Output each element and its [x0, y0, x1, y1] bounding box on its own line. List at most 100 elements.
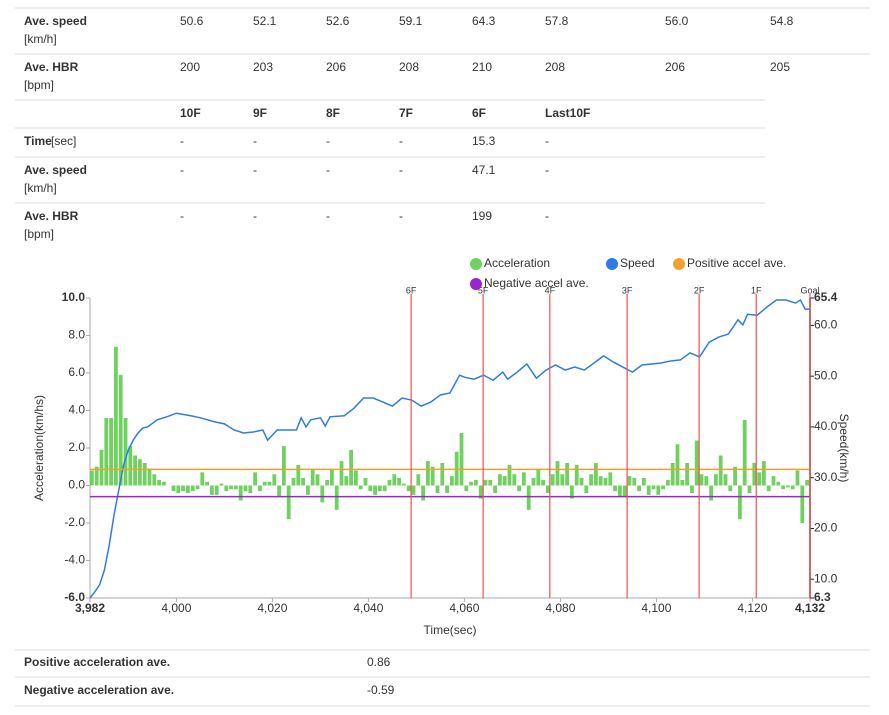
x-tick-label: 4,040 — [353, 601, 383, 615]
y2-tick-label: 50.0 — [814, 368, 838, 382]
accel-bar — [579, 478, 584, 486]
accel-bar — [200, 472, 205, 486]
column-header: 6F — [472, 106, 486, 120]
accel-bar — [498, 474, 502, 486]
x-tick-label: 3,982 — [75, 601, 105, 615]
table-cell: - — [545, 163, 549, 177]
x-tick-label: 4,080 — [545, 601, 575, 615]
accel-bar — [728, 485, 733, 492]
column-header: 10F — [180, 106, 201, 120]
row-unit: [bpm] — [24, 227, 54, 241]
legend-marker[interactable] — [606, 258, 618, 270]
section-label: 4F — [545, 285, 556, 295]
accel-bar — [392, 474, 397, 486]
accel-bar — [258, 485, 262, 492]
accel-bar — [267, 481, 272, 486]
section-label: 2F — [694, 285, 705, 295]
row-unit: [bpm] — [24, 78, 54, 92]
x-tick-label: 4,132 — [795, 601, 825, 615]
accel-bar — [574, 464, 579, 486]
table-cell: - — [180, 163, 184, 177]
accel-bar — [435, 485, 440, 493]
accel-bar — [296, 464, 301, 486]
accel-bar — [229, 485, 233, 490]
legend-marker[interactable] — [470, 278, 482, 290]
table-cell: - — [399, 134, 403, 148]
accel-bar — [330, 468, 334, 486]
accel-bar — [354, 470, 358, 486]
legend-marker[interactable] — [470, 258, 482, 270]
section-label: 3F — [622, 285, 633, 295]
accel-bar — [507, 464, 512, 486]
accel-bar — [699, 474, 704, 486]
accel-bar — [555, 461, 560, 486]
accel-bar — [757, 472, 761, 486]
accel-bar — [320, 485, 325, 503]
table-cell: - — [545, 209, 549, 223]
summary-label: Positive acceleration ave. — [24, 655, 170, 669]
accel-bar — [416, 474, 421, 486]
accel-bar — [603, 478, 608, 486]
accel-bar — [210, 485, 214, 495]
accel-bar — [598, 476, 603, 486]
accel-bar — [795, 470, 800, 486]
accel-bar — [138, 459, 142, 486]
table-cell: - — [253, 209, 257, 223]
table-cell: 64.3 — [472, 14, 496, 28]
accel-bar — [531, 478, 536, 486]
table-cell: 52.6 — [326, 14, 350, 28]
accel-bar — [733, 466, 737, 486]
accel-bar — [478, 485, 483, 499]
accel-bar — [114, 346, 118, 486]
column-header: 8F — [326, 106, 340, 120]
table-cell: 206 — [665, 60, 685, 74]
section-label: Goal — [800, 285, 819, 295]
column-header: 9F — [253, 106, 267, 120]
accel-bar — [195, 485, 200, 490]
table-cell: 208 — [399, 60, 419, 74]
accel-bar — [661, 485, 665, 490]
table-cell: 205 — [770, 60, 790, 74]
row-unit: [km/h] — [24, 181, 57, 195]
legend-marker[interactable] — [673, 258, 685, 270]
accel-bar — [637, 485, 641, 492]
accel-bar — [464, 485, 469, 492]
accel-bar — [224, 485, 229, 492]
x-tick-label: 4,020 — [257, 601, 287, 615]
accel-bar — [368, 485, 373, 492]
accel-bar — [253, 472, 257, 486]
y-tick-label: -6.0 — [64, 590, 85, 604]
accel-bar — [594, 463, 598, 486]
table-cell: 206 — [326, 60, 346, 74]
accel-bar — [162, 481, 166, 486]
accel-bar — [541, 479, 545, 486]
accel-bar — [186, 485, 190, 493]
accel-bar — [243, 485, 248, 492]
accel-bar — [426, 461, 430, 486]
legend-label[interactable]: Speed — [620, 256, 655, 270]
accel-bar — [272, 474, 277, 486]
row-unit: [km/h] — [24, 32, 57, 46]
legend-label[interactable]: Negative accel ave. — [484, 276, 589, 290]
accel-bar — [445, 485, 449, 493]
legend-label[interactable]: Acceleration — [484, 256, 550, 270]
table-cell: 15.3 — [472, 134, 496, 148]
y-tick-label: 0.0 — [68, 478, 85, 492]
accel-bar — [344, 476, 349, 486]
accel-bar — [670, 463, 675, 486]
section-label: 6F — [406, 285, 417, 295]
accel-bar — [459, 433, 464, 486]
table-cell: 56.0 — [665, 14, 689, 28]
y-tick-label: 8.0 — [68, 328, 85, 342]
row-label: Ave. speed — [24, 14, 87, 28]
accel-bar — [262, 481, 267, 486]
accel-bar — [546, 485, 550, 493]
y-tick-label: -4.0 — [64, 553, 85, 567]
table-cell: 57.8 — [545, 14, 569, 28]
table-cell: - — [326, 134, 330, 148]
accel-bar — [666, 479, 670, 486]
legend-label[interactable]: Positive accel ave. — [687, 256, 786, 270]
accel-bar — [685, 463, 689, 486]
y2-axis-title: Speed(km/h) — [837, 414, 851, 483]
